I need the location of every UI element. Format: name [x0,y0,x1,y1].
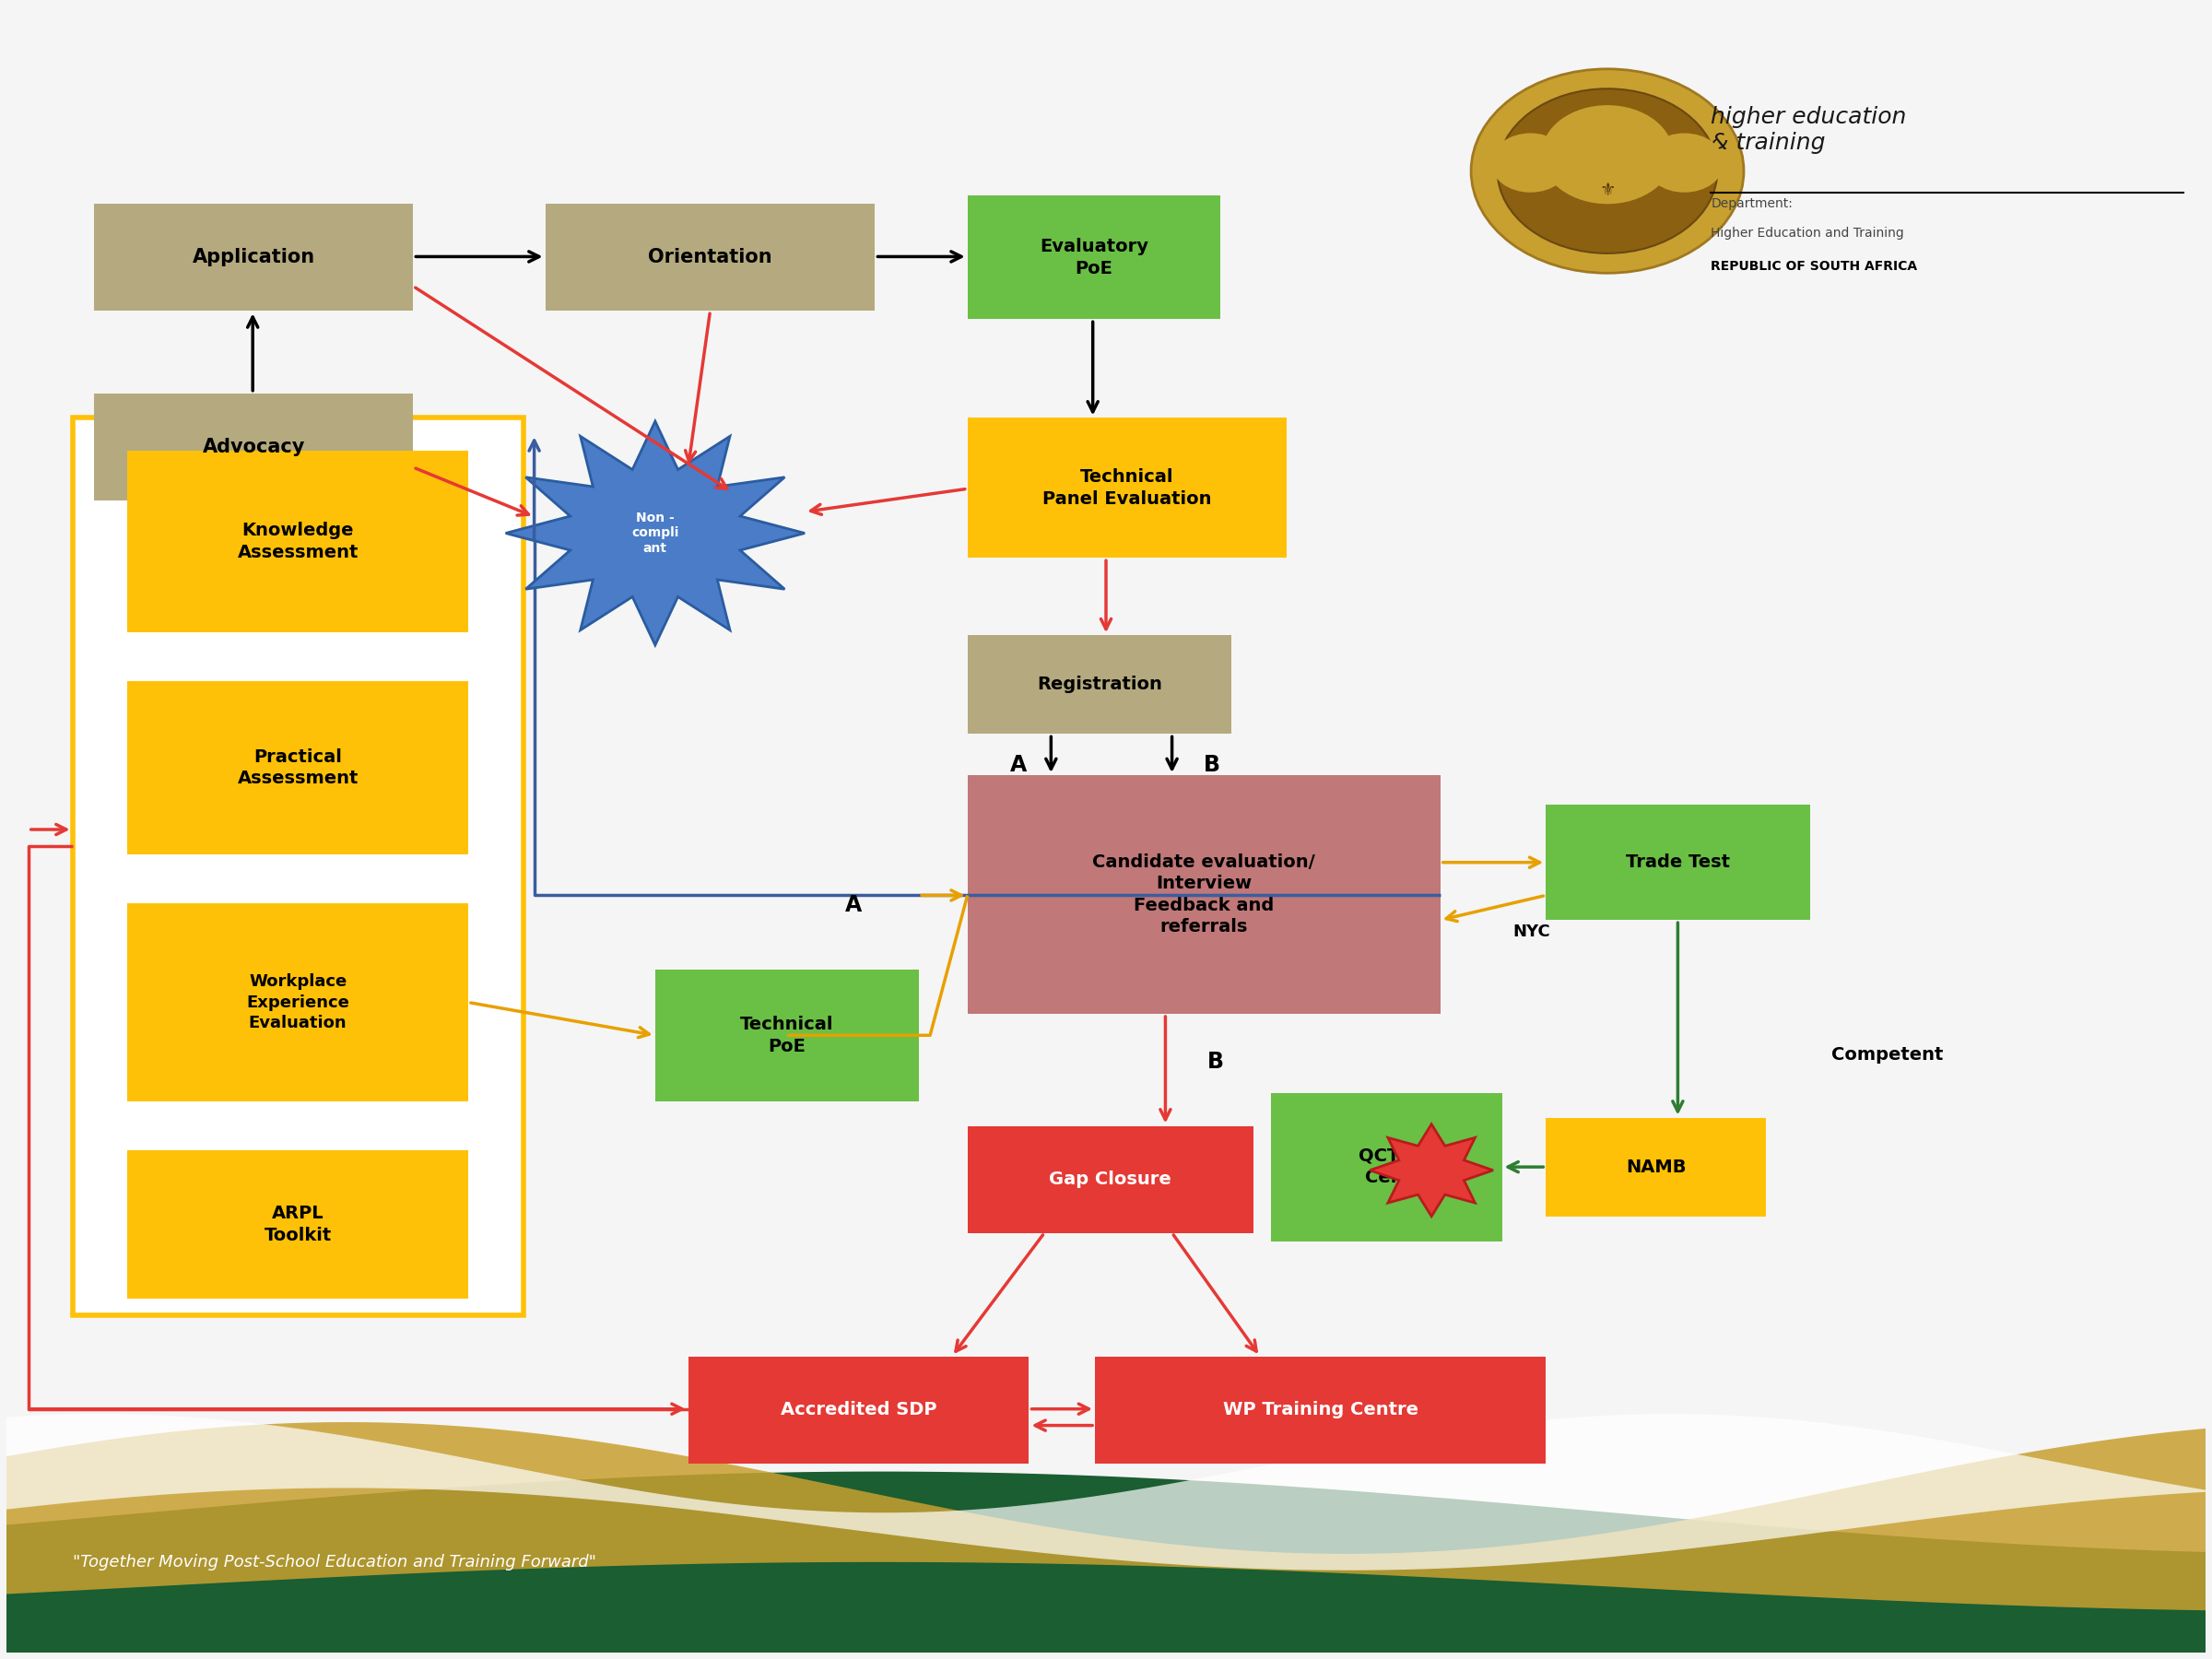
Text: NYC: NYC [1513,924,1551,941]
FancyBboxPatch shape [688,1357,1029,1463]
Text: B: B [1208,1050,1223,1073]
Polygon shape [7,1422,2205,1611]
Text: Practical
Assessment: Practical Assessment [237,748,358,788]
Circle shape [1491,133,1571,192]
Text: Accredited SDP: Accredited SDP [781,1402,936,1418]
FancyBboxPatch shape [655,969,918,1102]
Text: Advocacy: Advocacy [204,438,305,456]
Text: Competent: Competent [1832,1047,1944,1063]
FancyBboxPatch shape [1095,1357,1546,1463]
FancyBboxPatch shape [73,418,524,1316]
FancyBboxPatch shape [967,635,1232,733]
Text: "Together Moving Post-School Education and Training Forward": "Together Moving Post-School Education a… [73,1554,595,1571]
Polygon shape [507,421,805,645]
Text: Department:: Department: [1710,197,1792,211]
Text: Technical
Panel Evaluation: Technical Panel Evaluation [1042,468,1212,508]
Circle shape [1646,133,1723,192]
Text: ⚜: ⚜ [1599,182,1615,199]
Text: Evaluatory
PoE: Evaluatory PoE [1040,237,1148,277]
FancyBboxPatch shape [1546,805,1809,921]
Text: A: A [845,894,860,916]
Text: B: B [1203,755,1219,776]
FancyBboxPatch shape [128,451,469,632]
Text: Candidate evaluation/
Interview
Feedback and
referrals: Candidate evaluation/ Interview Feedback… [1093,853,1316,936]
Text: REPUBLIC OF SOUTH AFRICA: REPUBLIC OF SOUTH AFRICA [1710,260,1918,272]
Text: Registration: Registration [1037,675,1161,693]
FancyBboxPatch shape [128,904,469,1102]
FancyBboxPatch shape [1272,1093,1502,1241]
Polygon shape [7,1472,2205,1652]
Circle shape [1542,105,1674,204]
Text: ARPL
Toolkit: ARPL Toolkit [263,1204,332,1244]
Circle shape [1498,88,1717,254]
Polygon shape [1369,1125,1493,1216]
Text: A: A [1009,755,1026,776]
Text: Workplace
Experience
Evaluation: Workplace Experience Evaluation [246,974,349,1032]
Polygon shape [7,1413,2205,1571]
FancyBboxPatch shape [1546,1118,1765,1216]
Text: Gap Closure: Gap Closure [1048,1171,1172,1188]
Text: Higher Education and Training: Higher Education and Training [1710,227,1905,239]
FancyBboxPatch shape [967,418,1287,557]
Text: Knowledge
Assessment: Knowledge Assessment [237,523,358,561]
Text: higher education
& training: higher education & training [1710,106,1907,154]
FancyBboxPatch shape [544,204,876,310]
Circle shape [1471,70,1743,274]
Text: Technical
PoE: Technical PoE [741,1015,834,1055]
FancyBboxPatch shape [95,393,414,501]
Text: NAMB: NAMB [1626,1158,1686,1176]
Text: Orientation: Orientation [648,249,772,267]
Text: WP Training Centre: WP Training Centre [1223,1402,1418,1418]
FancyBboxPatch shape [967,196,1221,319]
Text: Non -
compli
ant: Non - compli ant [630,511,679,554]
Text: QCTO
Cert: QCTO Cert [1358,1148,1413,1186]
FancyBboxPatch shape [95,204,414,310]
FancyBboxPatch shape [967,1126,1254,1233]
Text: Trade Test: Trade Test [1626,854,1730,871]
FancyBboxPatch shape [128,682,469,854]
FancyBboxPatch shape [967,775,1440,1014]
FancyBboxPatch shape [128,1150,469,1299]
Text: Application: Application [192,249,314,267]
